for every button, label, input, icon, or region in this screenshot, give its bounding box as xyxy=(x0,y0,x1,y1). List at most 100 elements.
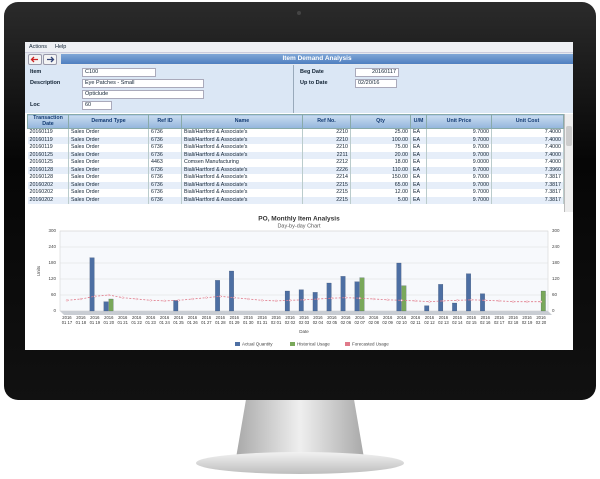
x-tick-label: 2016 02 17 xyxy=(493,315,505,325)
scrollbar[interactable] xyxy=(564,114,573,212)
x-tick-label: 2016 02 15 xyxy=(466,315,477,325)
table-row[interactable]: 20160128 Sales Order 6736 Biali/Hartford & … xyxy=(27,174,564,182)
label: Item xyxy=(30,69,42,75)
chart-title: PO, Monthly Item Analysis xyxy=(258,216,340,223)
x-tick-label: 2016 01 23 xyxy=(145,315,156,325)
y2-tick-label: 300 xyxy=(552,228,560,233)
scroll-thumb[interactable] xyxy=(566,126,572,146)
table-row[interactable]: 20160119 Sales Order 6736 Biali/Hartford & … xyxy=(27,128,564,137)
legend-label: Historical Usage xyxy=(297,341,330,346)
table-cell: EA xyxy=(410,159,427,167)
table-cell: Sales Order xyxy=(68,174,149,182)
y-tick-label: 240 xyxy=(48,244,56,249)
label: Up to Date xyxy=(300,80,328,86)
input[interactable]: 20160117 xyxy=(355,68,399,77)
x-tick-label: 2016 01 22 xyxy=(131,315,142,325)
table-cell: EA xyxy=(410,144,427,152)
table-cell: EA xyxy=(410,136,427,144)
bar xyxy=(229,270,234,312)
y-tick-label: 60 xyxy=(51,292,57,297)
input[interactable]: C100 xyxy=(82,68,156,77)
table-row[interactable]: 20160125 Sales Order 6736 Biali/Hartford & … xyxy=(27,151,564,159)
table-cell: 65.00 xyxy=(350,181,411,189)
column-header: Unit Cost xyxy=(491,114,564,129)
x-tick-label: 2016 01 18 xyxy=(75,315,87,325)
input[interactable]: Eye Patches - Small xyxy=(82,79,204,88)
table-row[interactable]: 20160128 Sales Order 6736 Biali/Hartford & … xyxy=(27,166,564,174)
table-cell: 9.7000 xyxy=(426,151,492,159)
x-tick-label: 2016 02 16 xyxy=(480,315,491,325)
line-point xyxy=(107,293,110,297)
forward-button[interactable] xyxy=(43,54,57,65)
bar xyxy=(215,280,220,312)
x-tick-label: 2016 01 27 xyxy=(201,315,212,325)
window-title: Item Demand Analysis xyxy=(61,54,573,64)
legend-label: Forecasted Usage xyxy=(352,341,389,346)
x-tick-label: 2016 01 24 xyxy=(159,315,170,325)
table-cell: Sales Order xyxy=(68,151,149,159)
table-cell: 2211 xyxy=(302,151,351,159)
line-point xyxy=(177,299,180,302)
table-cell: 20160125 xyxy=(27,151,69,159)
table-row[interactable]: 20160202 Sales Order 6736 Biali/Hartford & … xyxy=(27,181,564,189)
table-cell: 7.4000 xyxy=(491,144,564,152)
line-point xyxy=(219,295,222,298)
table-cell: 2210 xyxy=(302,136,351,144)
table-cell: Biali/Hartford & Associate's xyxy=(181,181,303,189)
table-cell: 6736 xyxy=(148,136,182,144)
table-cell: 9.7000 xyxy=(426,136,492,144)
x-axis-title: Date xyxy=(299,329,309,334)
line-point xyxy=(302,298,306,301)
line-point xyxy=(288,299,292,302)
x-tick-label: 2016 02 01 xyxy=(270,315,282,325)
table-cell: 18.00 xyxy=(350,159,411,167)
menu-item[interactable]: Actions xyxy=(29,44,48,50)
table-cell: Biali/Hartford & Associate's xyxy=(181,128,303,137)
bar xyxy=(401,285,407,312)
y-tick-label: 300 xyxy=(48,228,56,233)
legend-swatch xyxy=(235,342,240,346)
input[interactable]: Opticlude xyxy=(82,90,204,99)
line-point xyxy=(344,296,347,299)
icon xyxy=(47,56,55,63)
x-tick-label: 2016 02 10 xyxy=(396,315,407,325)
y2-tick-label: 240 xyxy=(552,244,560,249)
bar xyxy=(103,301,109,312)
input[interactable]: 60 xyxy=(82,101,112,110)
table-row[interactable]: 20160202 Sales Order 6736 Biali/Hartford & … xyxy=(27,196,564,204)
table-cell: 7.4000 xyxy=(491,151,564,159)
table-cell: Sales Order xyxy=(68,128,149,137)
x-tick-label: 2016 02 03 xyxy=(298,315,310,325)
bar xyxy=(466,273,471,312)
table-row[interactable]: 20160119 Sales Order 6736 Biali/Hartford & … xyxy=(27,136,564,144)
bar xyxy=(284,290,290,312)
table-row[interactable]: 20160119 Sales Order 6736 Biali/Hartford & … xyxy=(27,144,564,152)
back-button[interactable] xyxy=(28,54,42,65)
x-tick-label: 2016 01 17 xyxy=(61,315,73,325)
date-picker[interactable]: 02/20/16 xyxy=(355,79,397,88)
legend-swatch xyxy=(345,342,350,346)
line-point xyxy=(316,297,320,301)
table-cell: 9.7000 xyxy=(426,144,492,152)
table-row[interactable]: 20160125 Sales Order 4463 Comsen Manufactur… xyxy=(27,159,564,167)
x-tick-label: 2016 02 06 xyxy=(340,315,352,325)
table-cell: 7.3960 xyxy=(491,166,564,174)
column-header: Demand Type xyxy=(68,114,149,129)
table-cell: EA xyxy=(410,196,427,204)
x-tick-label: 2016 01 26 xyxy=(187,315,198,325)
screen: Actions Help Item Demand Analysis Item C1… xyxy=(25,42,573,350)
table-cell: 6736 xyxy=(148,128,182,137)
label: Loc xyxy=(30,102,40,108)
table-cell: Comsen Manufacturing xyxy=(181,159,303,167)
line-point xyxy=(275,299,278,302)
plot-floor xyxy=(60,311,552,315)
table-cell: 7.4000 xyxy=(491,136,564,144)
table-row[interactable]: 20160202 Sales Order 6736 Biali/Hartford & … xyxy=(27,189,564,197)
line-point xyxy=(149,299,152,302)
menu-item[interactable]: Help xyxy=(55,44,67,50)
x-tick-label: 2016 02 18 xyxy=(507,315,519,325)
y-tick-label: 180 xyxy=(48,260,56,265)
column-header: Name xyxy=(181,114,303,129)
table-cell: 2215 xyxy=(302,196,351,204)
y-axis-title: Units xyxy=(36,265,41,276)
